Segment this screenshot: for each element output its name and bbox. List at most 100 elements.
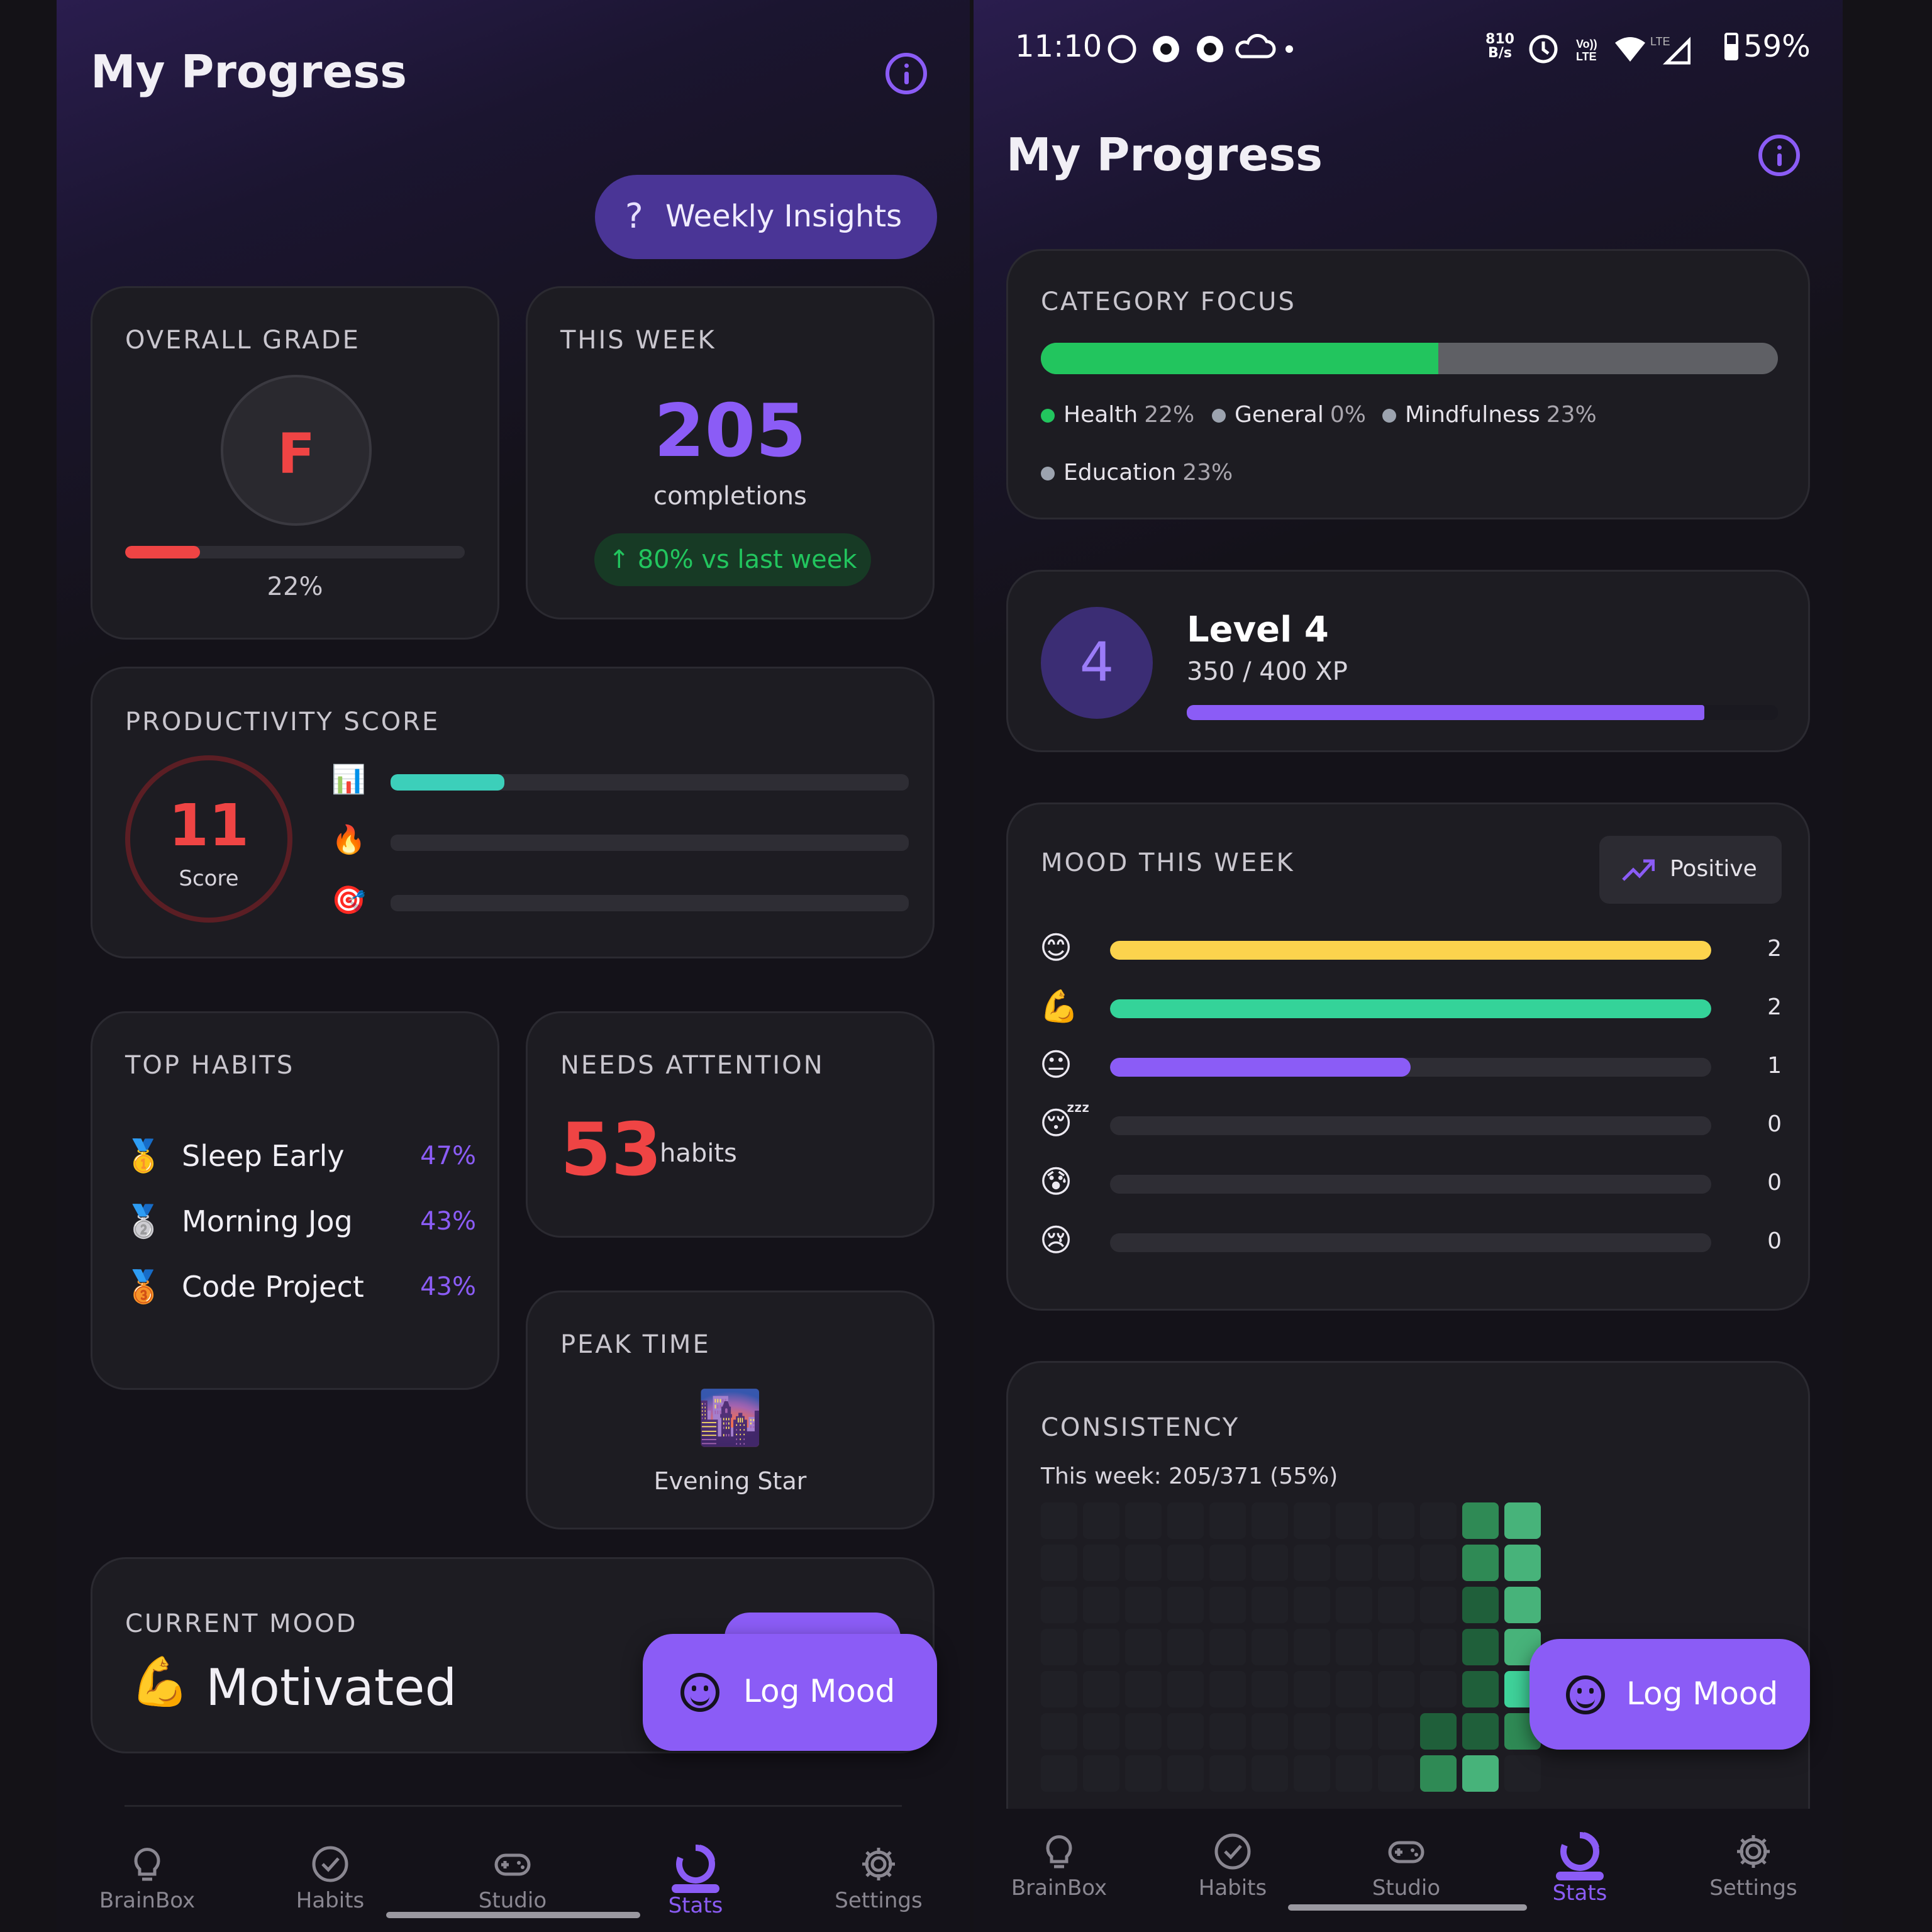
heatmap-cell	[1420, 1671, 1457, 1707]
nav-item-studio[interactable]: Studio	[1337, 1831, 1475, 1901]
active-indicator	[672, 1884, 719, 1893]
mood-row: 😰 0	[1040, 1161, 1782, 1205]
right-screen: 11:10 810 B/s Vo)) LTE LTE 59% My Progre…	[974, 0, 1843, 1932]
habit-name: Sleep Early	[182, 1139, 345, 1173]
pie-chart-icon	[675, 1844, 716, 1884]
trending-up-icon	[1622, 859, 1655, 881]
heatmap-cell	[1083, 1755, 1119, 1792]
lightbulb-icon	[1039, 1831, 1079, 1872]
heatmap-cell	[1167, 1755, 1204, 1792]
mood-week-card: MOOD THIS WEEK Positive 😊 2 💪 2 😐 1 😴 0 😰 0 😢 0	[1006, 802, 1810, 1311]
heatmap-cell	[1336, 1755, 1372, 1792]
consistency-title: CONSISTENCY	[1041, 1413, 1240, 1442]
heatmap-cell	[1125, 1755, 1162, 1792]
nav-item-settings[interactable]: Settings	[809, 1844, 948, 1913]
category-name: General	[1235, 402, 1324, 428]
grade-progress-track	[125, 546, 465, 558]
habit-percent: 43%	[420, 1272, 476, 1301]
heatmap-cell	[1378, 1545, 1414, 1581]
nav-item-brainbox[interactable]: BrainBox	[78, 1844, 216, 1913]
page-title: My Progress	[91, 45, 407, 98]
category-legend-item: Education 23%	[1041, 460, 1233, 486]
pie-chart-icon	[1560, 1831, 1600, 1872]
heatmap-cell	[1462, 1671, 1499, 1707]
log-mood-button[interactable]: Log Mood	[643, 1634, 937, 1751]
category-legend-item: Mindfulness 23%	[1382, 402, 1597, 428]
heatmap-cell	[1378, 1713, 1414, 1750]
nav-label: Settings	[835, 1888, 923, 1913]
productivity-bar-emoji: 🎯	[331, 884, 366, 916]
nav-item-habits[interactable]: Habits	[261, 1844, 399, 1913]
mood-emoji: 😐	[1040, 1046, 1073, 1083]
category-dot	[1382, 409, 1396, 423]
nav-item-settings[interactable]: Settings	[1684, 1831, 1823, 1901]
this-week-card: THIS WEEK 205 completions ↑ 80% vs last …	[526, 286, 935, 619]
smiley-icon	[680, 1673, 719, 1712]
habit-row[interactable]: 🥉 Code Project 43%	[124, 1263, 476, 1314]
habit-row[interactable]: 🥇 Sleep Early 47%	[124, 1133, 476, 1183]
mood-bar-fill	[1110, 999, 1711, 1018]
heatmap-cell	[1209, 1502, 1246, 1539]
battery-icon	[1724, 33, 1738, 60]
nav-item-stats[interactable]: Stats	[626, 1844, 765, 1918]
consistency-heatmap	[1041, 1502, 1670, 1804]
productivity-bar-fill	[391, 774, 505, 791]
heatmap-cell	[1378, 1502, 1414, 1539]
heatmap-cell	[1252, 1671, 1288, 1707]
svg-text:LTE: LTE	[1650, 35, 1670, 48]
level-title: Level 4	[1187, 609, 1329, 650]
xp-progress-fill	[1187, 705, 1704, 720]
overall-grade-title: OVERALL GRADE	[125, 326, 360, 355]
heatmap-cell	[1378, 1755, 1414, 1792]
current-mood-label: Motivated	[206, 1658, 457, 1717]
heatmap-cell	[1504, 1545, 1541, 1581]
grade-circle: F	[221, 375, 372, 526]
info-icon[interactable]	[886, 53, 927, 94]
nav-item-studio[interactable]: Studio	[443, 1844, 582, 1913]
nav-item-stats[interactable]: Stats	[1511, 1831, 1649, 1906]
home-indicator[interactable]	[386, 1912, 640, 1918]
heatmap-cell	[1294, 1502, 1330, 1539]
heatmap-cell	[1420, 1755, 1457, 1792]
nav-label: Stats	[668, 1893, 723, 1918]
category-dot	[1041, 409, 1055, 423]
smiley-icon	[1566, 1675, 1605, 1714]
mood-count: 0	[1767, 1228, 1782, 1254]
heatmap-cell	[1294, 1587, 1330, 1623]
svg-text:LTE: LTE	[1576, 50, 1597, 63]
info-icon[interactable]	[1758, 135, 1800, 176]
mood-emoji: 😰	[1040, 1163, 1073, 1200]
svg-text:Vo)): Vo))	[1576, 38, 1597, 50]
mood-emoji: 💪	[1040, 988, 1079, 1024]
nav-item-habits[interactable]: Habits	[1163, 1831, 1302, 1901]
nav-label: Habits	[1198, 1875, 1267, 1901]
category-focus-card: CATEGORY FOCUS Health 22% General 0% Mindful…	[1006, 249, 1810, 519]
heatmap-cell	[1041, 1545, 1077, 1581]
status-time: 11:10	[1015, 29, 1102, 64]
nav-divider	[125, 1805, 902, 1807]
weekly-insights-button[interactable]: ? Weekly Insights	[595, 175, 937, 259]
mood-bar-track	[1110, 1233, 1711, 1252]
mood-emoji: 😴	[1040, 1105, 1091, 1141]
mood-count: 0	[1767, 1170, 1782, 1196]
mood-count: 2	[1767, 936, 1782, 962]
battery-percent: 59%	[1743, 29, 1811, 64]
category-name: Mindfulness	[1405, 402, 1540, 428]
grade-letter: F	[277, 421, 316, 486]
nav-item-brainbox[interactable]: BrainBox	[990, 1831, 1128, 1901]
peak-time-label: Evening Star	[653, 1467, 807, 1495]
home-indicator[interactable]	[1288, 1904, 1527, 1911]
category-focus-title: CATEGORY FOCUS	[1041, 287, 1296, 316]
category-dot	[1041, 467, 1055, 480]
heatmap-cell	[1378, 1587, 1414, 1623]
productivity-bar-track	[391, 895, 909, 911]
productivity-bar-emoji: 📊	[331, 763, 366, 796]
gear-icon	[858, 1844, 899, 1884]
category-name: Education	[1063, 460, 1177, 486]
log-mood-button[interactable]: Log Mood	[1530, 1639, 1810, 1750]
heatmap-cell	[1041, 1587, 1077, 1623]
heatmap-cell	[1294, 1545, 1330, 1581]
heatmap-cell	[1294, 1671, 1330, 1707]
habit-row[interactable]: 🥈 Morning Jog 43%	[124, 1198, 476, 1248]
heatmap-cell	[1336, 1713, 1372, 1750]
